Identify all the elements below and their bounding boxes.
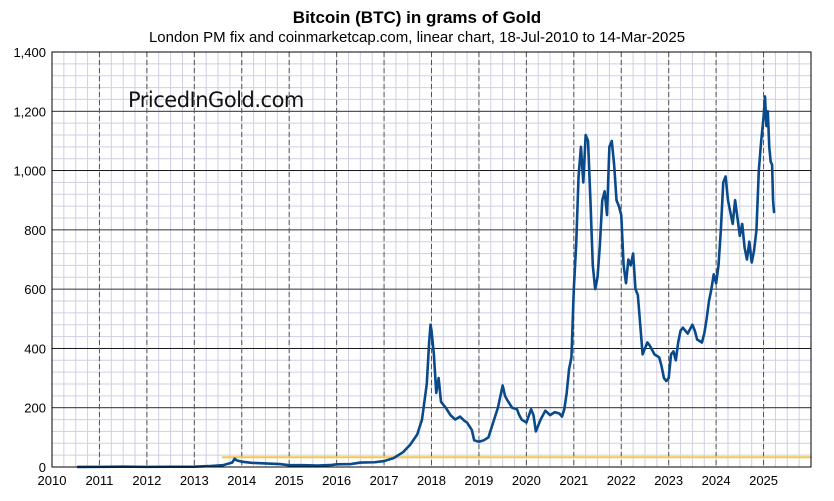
series-layer [51, 51, 812, 469]
x-tick-label: 2017 [370, 473, 399, 488]
y-tick-label: 1,000 [13, 164, 46, 179]
x-tick-label: 2012 [132, 473, 161, 488]
x-tick-label: 2014 [227, 473, 256, 488]
x-tick-label: 2023 [654, 473, 683, 488]
watermark-logo: PricedInGold.com [128, 88, 304, 112]
y-tick-label: 200 [24, 401, 46, 416]
x-tick-label: 2011 [85, 473, 113, 488]
y-tick-label: 1,200 [13, 104, 46, 119]
x-tick-label: 2022 [607, 473, 636, 488]
series-line-btc-in-gold [76, 95, 776, 469]
x-tick-label: 2020 [512, 473, 541, 488]
x-tick-label: 2019 [464, 473, 493, 488]
y-tick-label: 0 [39, 460, 46, 475]
chart-title: Bitcoin (BTC) in grams of Gold [292, 8, 542, 27]
y-tick-label: 600 [24, 282, 46, 297]
x-tick-label: 2010 [38, 473, 67, 488]
chart-subtitle: London PM fix and coinmarketcap.com, lin… [148, 29, 686, 46]
y-tick-label: 400 [24, 341, 46, 356]
x-tick-label: 2024 [702, 473, 731, 488]
y-tick-label: 800 [24, 223, 46, 238]
x-tick-label: 2021 [559, 473, 588, 488]
x-tick-label: 2025 [749, 473, 778, 488]
x-tick-label: 2016 [322, 473, 351, 488]
x-tick-label: 2015 [275, 473, 304, 488]
x-tick-label: 2018 [417, 473, 446, 488]
plot-border [51, 51, 812, 468]
tick-labels: 0 200 400 600 800 1,000 1,200 1,400 2010 2011 2012… [13, 45, 778, 488]
y-tick-label: 1,400 [13, 45, 46, 60]
x-tick-label: 2013 [180, 473, 209, 488]
